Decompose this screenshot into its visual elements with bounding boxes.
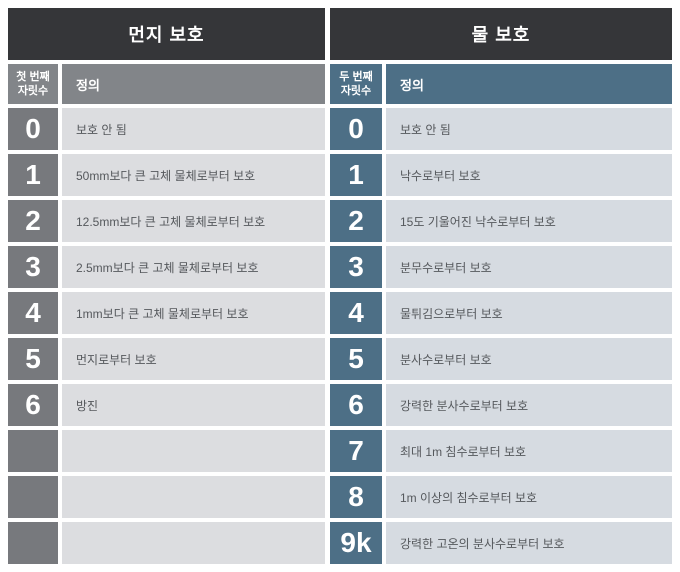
definition-cell: 50mm보다 큰 고체 물체로부터 보호 xyxy=(62,154,325,196)
table-row: 2 12.5mm보다 큰 고체 물체로부터 보호 xyxy=(8,200,325,242)
definition-cell xyxy=(62,522,325,564)
table-row: 8 1m 이상의 침수로부터 보호 xyxy=(330,476,672,518)
water-subheader-row: 두 번째 자릿수 정의 xyxy=(330,64,672,104)
digit-cell: 5 xyxy=(330,338,382,380)
definition-cell: 2.5mm보다 큰 고체 물체로부터 보호 xyxy=(62,246,325,288)
definition-cell: 강력한 분사수로부터 보호 xyxy=(386,384,672,426)
digit-cell: 7 xyxy=(330,430,382,472)
table-row: 4 물튀김으로부터 보호 xyxy=(330,292,672,334)
definition-cell: 분사수로부터 보호 xyxy=(386,338,672,380)
table-row: 9k 강력한 고온의 분사수로부터 보호 xyxy=(330,522,672,564)
digit-cell: 4 xyxy=(8,292,58,334)
digit-cell: 6 xyxy=(8,384,58,426)
table-row: 3 분무수로부터 보호 xyxy=(330,246,672,288)
dust-rows: 0 보호 안 됨 1 50mm보다 큰 고체 물체로부터 보호 2 12.5mm보다 큰 … xyxy=(8,108,325,564)
digit-cell xyxy=(8,522,58,564)
digit-cell xyxy=(8,476,58,518)
definition-cell: 보호 안 됨 xyxy=(386,108,672,150)
table-row: 6 방진 xyxy=(8,384,325,426)
table-row xyxy=(8,522,325,564)
dust-protection-header: 먼지 보호 xyxy=(8,8,325,60)
definition-cell: 방진 xyxy=(62,384,325,426)
definition-cell: 15도 기울어진 낙수로부터 보호 xyxy=(386,200,672,242)
definition-column-header: 정의 xyxy=(62,64,325,104)
digit-cell: 0 xyxy=(8,108,58,150)
table-row: 7 최대 1m 침수로부터 보호 xyxy=(330,430,672,472)
table-row: 1 50mm보다 큰 고체 물체로부터 보호 xyxy=(8,154,325,196)
definition-cell: 분무수로부터 보호 xyxy=(386,246,672,288)
table-row: 5 분사수로부터 보호 xyxy=(330,338,672,380)
definition-cell: 강력한 고온의 분사수로부터 보호 xyxy=(386,522,672,564)
dust-protection-table: 먼지 보호 첫 번째 자릿수 정의 0 보호 안 됨 1 50mm보다 큰 고체 물체… xyxy=(8,8,325,564)
digit-cell: 1 xyxy=(8,154,58,196)
table-row: 4 1mm보다 큰 고체 물체로부터 보호 xyxy=(8,292,325,334)
digit-cell: 6 xyxy=(330,384,382,426)
table-row xyxy=(8,476,325,518)
definition-cell: 1m 이상의 침수로부터 보호 xyxy=(386,476,672,518)
definition-cell: 보호 안 됨 xyxy=(62,108,325,150)
definition-cell: 낙수로부터 보호 xyxy=(386,154,672,196)
definition-cell: 최대 1m 침수로부터 보호 xyxy=(386,430,672,472)
water-protection-header: 물 보호 xyxy=(330,8,672,60)
definition-cell: 먼지로부터 보호 xyxy=(62,338,325,380)
definition-cell xyxy=(62,430,325,472)
digit-cell: 2 xyxy=(330,200,382,242)
digit-cell: 9k xyxy=(330,522,382,564)
definition-cell: 12.5mm보다 큰 고체 물체로부터 보호 xyxy=(62,200,325,242)
table-row: 6 강력한 분사수로부터 보호 xyxy=(330,384,672,426)
water-protection-table: 물 보호 두 번째 자릿수 정의 0 보호 안 됨 1 낙수로부터 보호 2 15도 기울… xyxy=(330,8,672,564)
definition-cell xyxy=(62,476,325,518)
table-row: 3 2.5mm보다 큰 고체 물체로부터 보호 xyxy=(8,246,325,288)
digit-cell xyxy=(8,430,58,472)
digit-cell: 3 xyxy=(8,246,58,288)
digit-cell: 0 xyxy=(330,108,382,150)
dust-subheader-row: 첫 번째 자릿수 정의 xyxy=(8,64,325,104)
table-row: 5 먼지로부터 보호 xyxy=(8,338,325,380)
water-rows: 0 보호 안 됨 1 낙수로부터 보호 2 15도 기울어진 낙수로부터 보호 3 분무수로부… xyxy=(330,108,672,564)
table-row: 1 낙수로부터 보호 xyxy=(330,154,672,196)
digit-cell: 8 xyxy=(330,476,382,518)
digit-cell: 4 xyxy=(330,292,382,334)
digit-cell: 2 xyxy=(8,200,58,242)
definition-column-header: 정의 xyxy=(386,64,672,104)
table-row: 0 보호 안 됨 xyxy=(8,108,325,150)
table-row xyxy=(8,430,325,472)
definition-cell: 물튀김으로부터 보호 xyxy=(386,292,672,334)
digit-cell: 1 xyxy=(330,154,382,196)
digit-cell: 5 xyxy=(8,338,58,380)
table-row: 0 보호 안 됨 xyxy=(330,108,672,150)
digit-cell: 3 xyxy=(330,246,382,288)
table-row: 2 15도 기울어진 낙수로부터 보호 xyxy=(330,200,672,242)
first-digit-column-header: 첫 번째 자릿수 xyxy=(8,64,58,104)
second-digit-column-header: 두 번째 자릿수 xyxy=(330,64,382,104)
definition-cell: 1mm보다 큰 고체 물체로부터 보호 xyxy=(62,292,325,334)
